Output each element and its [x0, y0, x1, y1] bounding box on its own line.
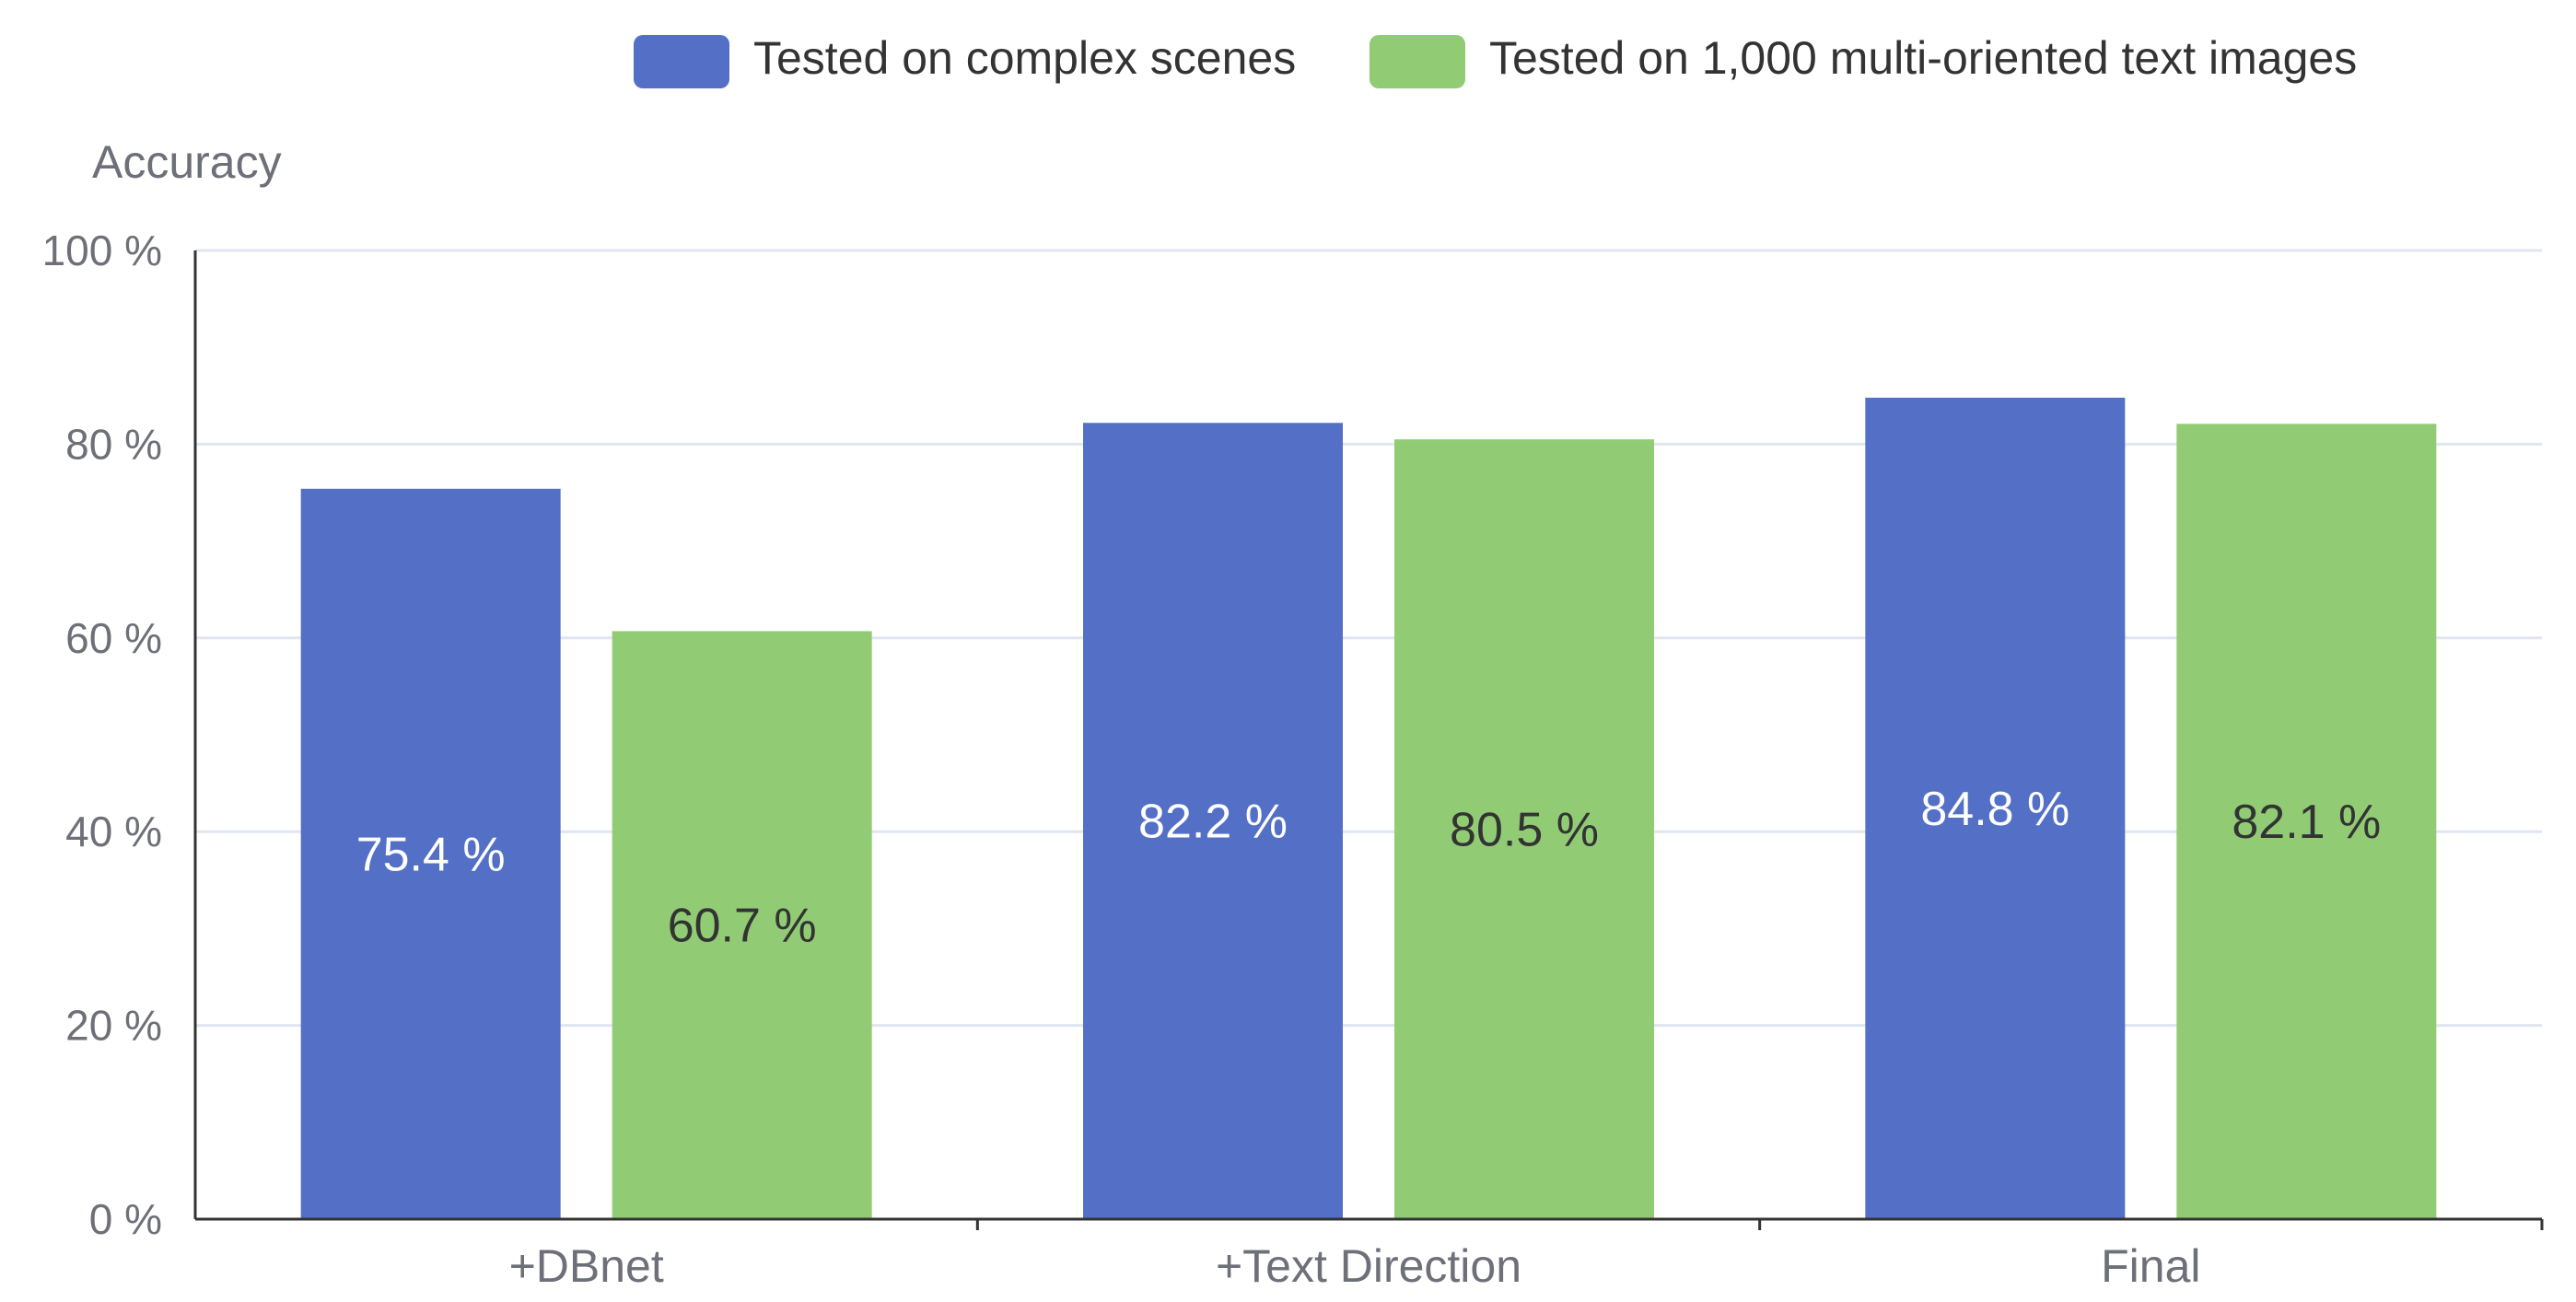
x-category-label: +DBnet — [509, 1240, 664, 1292]
y-tick-label: 40 % — [65, 808, 162, 855]
y-axis-label: Accuracy — [92, 136, 282, 188]
data-label: 82.2 % — [1138, 796, 1288, 849]
bar — [1083, 423, 1343, 1220]
legend-item-complex-scenes[interactable]: Tested on complex scenes — [634, 32, 1296, 88]
bar — [1865, 397, 2126, 1219]
x-axis-categories: +DBnet +Text Direction Final — [509, 1219, 2544, 1292]
x-category-label: Final — [2101, 1240, 2200, 1292]
legend-swatch-multi-oriented — [1370, 35, 1465, 88]
data-label: 84.8 % — [1920, 783, 2069, 836]
legend-label-complex-scenes: Tested on complex scenes — [753, 32, 1296, 84]
legend-swatch-complex-scenes — [634, 35, 729, 88]
bar — [1394, 439, 1654, 1219]
data-label: 80.5 % — [1450, 804, 1599, 857]
y-axis-ticks: 0 % 20 % 40 % 60 % 80 % 100 % — [42, 227, 162, 1243]
legend-label-multi-oriented: Tested on 1,000 multi-oriented text imag… — [1489, 32, 2357, 84]
y-tick-label: 80 % — [65, 420, 162, 468]
data-label: 82.1 % — [2232, 796, 2381, 849]
data-label: 60.7 % — [668, 900, 817, 953]
x-category-label: +Text Direction — [1216, 1240, 1521, 1292]
bar — [300, 488, 561, 1219]
y-tick-label: 60 % — [65, 614, 162, 662]
bar — [612, 631, 872, 1219]
data-labels: 75.4 % 60.7 % 82.2 % 80.5 % 84.8 % 82.1 % — [356, 783, 2382, 953]
bars — [300, 397, 2437, 1220]
axes — [193, 250, 2542, 1221]
bar — [2176, 424, 2437, 1220]
y-tick-label: 0 % — [89, 1195, 162, 1243]
y-tick-label: 20 % — [65, 1002, 162, 1050]
legend[interactable]: Tested on complex scenes Tested on 1,000… — [634, 32, 2357, 88]
data-label: 75.4 % — [356, 828, 506, 881]
gridlines — [195, 249, 2542, 1028]
y-tick-label: 100 % — [42, 227, 162, 274]
legend-item-multi-oriented[interactable]: Tested on 1,000 multi-oriented text imag… — [1370, 32, 2357, 88]
